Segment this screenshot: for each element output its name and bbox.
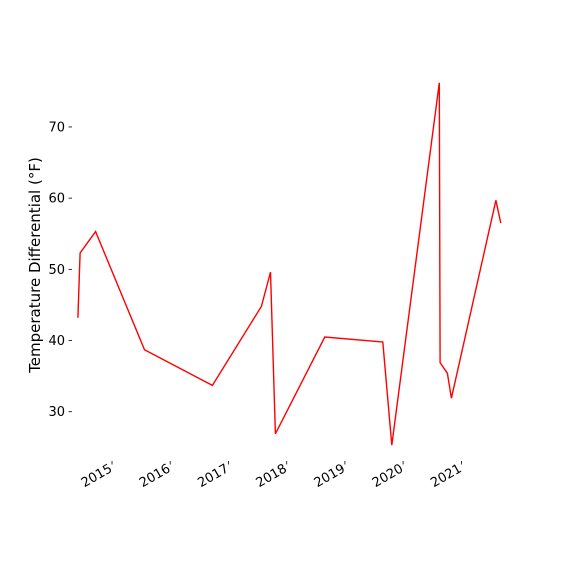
data-point (323, 335, 326, 338)
data-point (450, 397, 453, 400)
data-point (79, 251, 82, 254)
data-point (381, 340, 384, 343)
series-line (77, 82, 502, 446)
plot-area (76, 81, 502, 447)
y-tick-label: 60 (48, 192, 65, 207)
x-tick-label: 2017 (195, 461, 231, 491)
data-point (274, 432, 277, 435)
data-point (438, 81, 441, 84)
data-point (499, 222, 502, 225)
data-point (76, 316, 79, 319)
data-point (494, 199, 497, 202)
data-point (269, 271, 272, 274)
y-tick-label: 70 (48, 120, 65, 135)
y-axis-label: Temperature Differential (°F) (26, 157, 44, 374)
x-tick-label: 2015 (79, 461, 115, 491)
data-point (439, 361, 442, 364)
data-point (446, 372, 449, 375)
data-point (390, 444, 393, 447)
y-axis: 30 40 50 60 70 (48, 120, 72, 420)
data-point (211, 384, 214, 387)
data-point (260, 305, 263, 308)
x-axis: 2015 2016 2017 2018 2019 2020 2021 (79, 461, 464, 491)
x-tick-label: 2018 (254, 461, 290, 491)
x-tick-label: 2019 (312, 461, 348, 491)
x-tick-label: 2021 (428, 461, 464, 491)
y-tick-label: 50 (48, 263, 65, 278)
x-tick-label: 2016 (137, 461, 173, 491)
data-point (94, 230, 97, 233)
data-point (143, 348, 146, 351)
x-tick-label: 2020 (370, 461, 406, 491)
y-tick-label: 30 (48, 405, 65, 420)
y-tick-label: 40 (48, 334, 65, 349)
